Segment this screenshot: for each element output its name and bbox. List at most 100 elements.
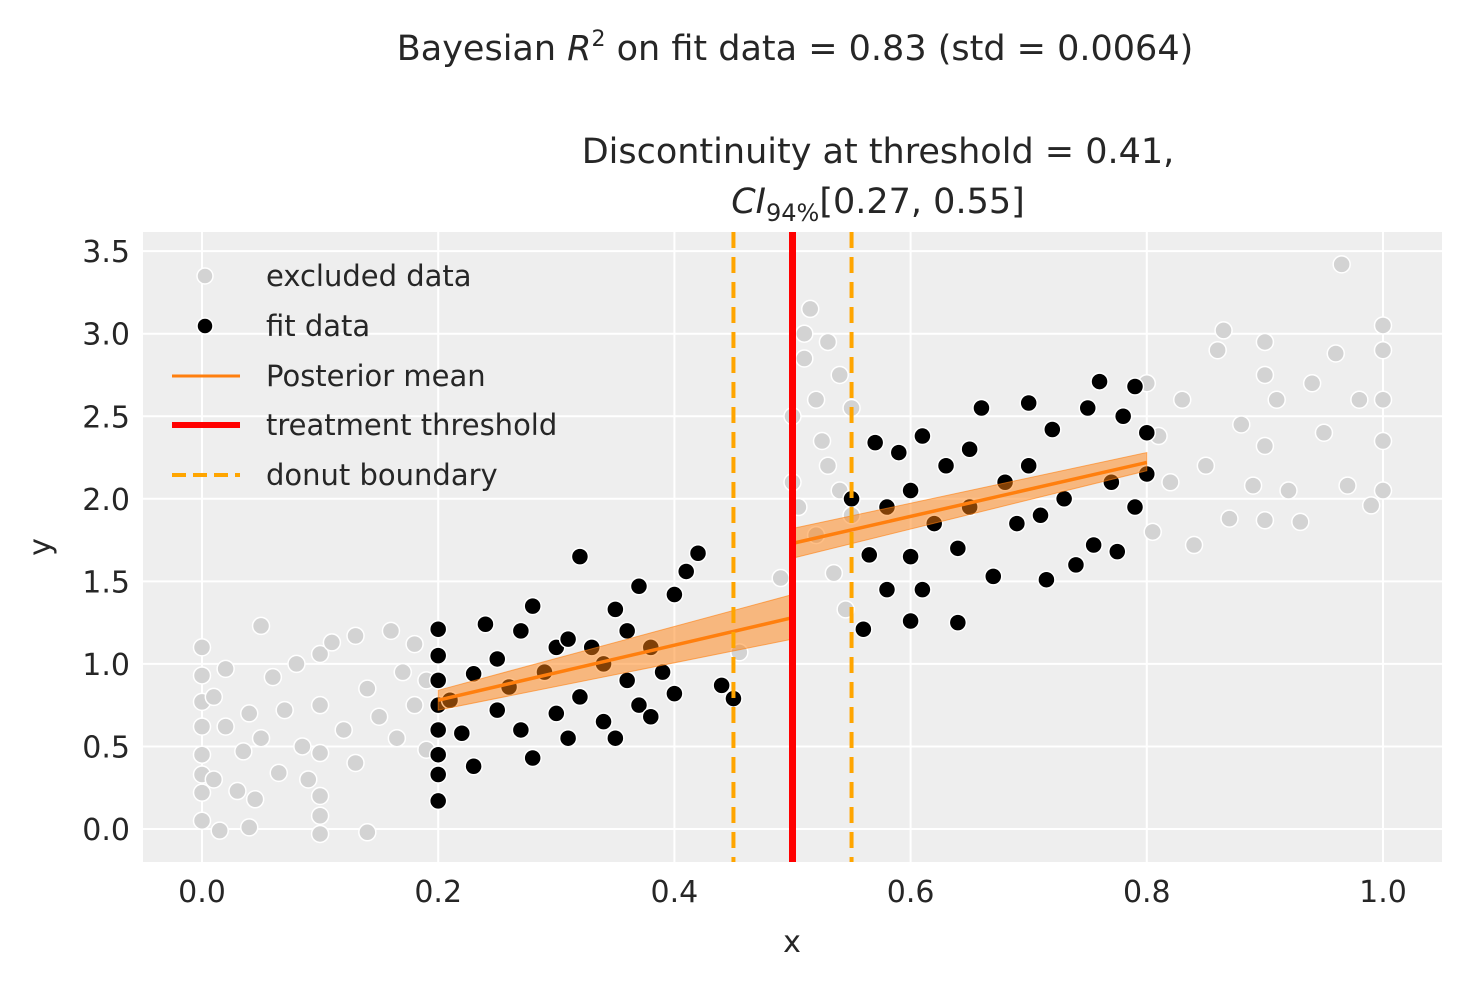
excluded-point bbox=[358, 679, 377, 698]
fit-point bbox=[1007, 514, 1027, 533]
fit-point bbox=[665, 585, 684, 604]
excluded-point bbox=[1373, 431, 1393, 451]
fit-point bbox=[523, 748, 542, 768]
y-tick-label: 0.0 bbox=[82, 813, 130, 848]
fit-point bbox=[464, 757, 483, 776]
fit-point bbox=[476, 615, 495, 634]
fit-point bbox=[665, 684, 684, 703]
excluded-point bbox=[299, 770, 318, 789]
excluded-point bbox=[346, 753, 365, 773]
fit-point bbox=[428, 671, 448, 690]
y-tick-label: 0.5 bbox=[82, 730, 130, 765]
excluded-point bbox=[830, 365, 849, 385]
fit-point bbox=[688, 544, 708, 563]
excluded-point bbox=[1220, 509, 1239, 528]
excluded-point bbox=[204, 687, 224, 707]
legend-marker-excluded bbox=[196, 267, 214, 285]
y-tick-label: 2.0 bbox=[82, 483, 130, 518]
excluded-point bbox=[251, 728, 271, 748]
fit-point bbox=[972, 398, 991, 418]
excluded-point bbox=[1291, 512, 1310, 532]
excluded-point bbox=[310, 824, 330, 844]
y-axis-label: y bbox=[23, 538, 58, 556]
chart-subtitle-line2: CI94%[0.27, 0.55] bbox=[731, 182, 1025, 227]
x-tick-label: 0.0 bbox=[178, 875, 226, 910]
fit-point bbox=[936, 456, 956, 476]
fit-point bbox=[1037, 570, 1056, 589]
excluded-point bbox=[1314, 423, 1334, 443]
posterior-mean-line bbox=[437, 615, 793, 702]
fit-point bbox=[948, 539, 968, 558]
excluded-point bbox=[405, 634, 424, 654]
legend-label-donut: donut boundary bbox=[266, 458, 498, 492]
fit-point bbox=[547, 704, 566, 723]
excluded-point bbox=[192, 717, 212, 736]
excluded-point bbox=[1255, 365, 1275, 385]
excluded-point bbox=[806, 390, 826, 409]
x-tick-label: 0.6 bbox=[887, 875, 935, 910]
fit-point bbox=[428, 745, 448, 764]
excluded-point bbox=[1255, 511, 1275, 530]
excluded-point bbox=[1350, 390, 1369, 409]
excluded-point bbox=[1332, 255, 1351, 274]
fit-point bbox=[606, 600, 625, 619]
excluded-point bbox=[216, 717, 235, 736]
excluded-point bbox=[1172, 390, 1192, 409]
excluded-point bbox=[1208, 340, 1227, 360]
excluded-point bbox=[228, 781, 247, 801]
excluded-point bbox=[1373, 316, 1393, 335]
excluded-point bbox=[1373, 340, 1393, 360]
excluded-point bbox=[239, 818, 259, 837]
legend-label-excluded: excluded data bbox=[266, 259, 472, 293]
x-tick-label: 1.0 bbox=[1359, 875, 1407, 910]
fit-point bbox=[594, 712, 613, 731]
fit-point bbox=[606, 728, 625, 748]
posterior-mean-line bbox=[792, 460, 1148, 546]
fit-point bbox=[1113, 407, 1133, 426]
fit-point bbox=[1137, 423, 1157, 443]
excluded-point bbox=[216, 659, 235, 679]
fit-point bbox=[428, 619, 448, 639]
vertical-lines bbox=[731, 232, 854, 862]
fit-point bbox=[1019, 456, 1038, 476]
fit-point bbox=[428, 720, 448, 740]
fit-point bbox=[428, 765, 448, 784]
excluded-point bbox=[1143, 522, 1162, 542]
fit-point bbox=[889, 443, 909, 462]
excluded-point bbox=[293, 737, 312, 756]
excluded-point bbox=[405, 695, 424, 715]
excluded-point bbox=[818, 456, 838, 476]
excluded-point bbox=[310, 786, 330, 806]
excluded-point bbox=[812, 431, 832, 451]
fit-point bbox=[984, 567, 1003, 586]
excluded-point bbox=[1255, 332, 1275, 352]
excluded-point bbox=[393, 662, 413, 682]
excluded-point bbox=[192, 638, 212, 657]
legend-label-fit: fit data bbox=[266, 309, 370, 343]
fit-point bbox=[488, 649, 507, 669]
excluded-point bbox=[275, 700, 294, 720]
fit-point bbox=[1108, 542, 1127, 561]
chart-subtitle-line1: Discontinuity at threshold = 0.41, bbox=[582, 132, 1175, 172]
excluded-point bbox=[310, 695, 330, 715]
excluded-point bbox=[1326, 344, 1346, 363]
fit-point bbox=[712, 676, 731, 695]
fit-point bbox=[1078, 398, 1097, 418]
excluded-point bbox=[310, 806, 330, 826]
excluded-point bbox=[287, 654, 306, 674]
excluded-point bbox=[251, 616, 271, 636]
excluded-point bbox=[192, 745, 212, 764]
fit-point bbox=[901, 481, 920, 500]
fit-point bbox=[511, 621, 531, 641]
excluded-point bbox=[369, 707, 389, 726]
fit-point bbox=[1043, 420, 1062, 439]
excluded-point bbox=[818, 332, 838, 352]
legend-label-posterior: Posterior mean bbox=[266, 359, 486, 393]
excluded-point bbox=[795, 349, 814, 368]
excluded-point bbox=[234, 742, 253, 761]
fit-point bbox=[913, 580, 932, 599]
excluded-point bbox=[381, 621, 401, 641]
excluded-point bbox=[269, 763, 289, 783]
excluded-point bbox=[1338, 476, 1357, 495]
